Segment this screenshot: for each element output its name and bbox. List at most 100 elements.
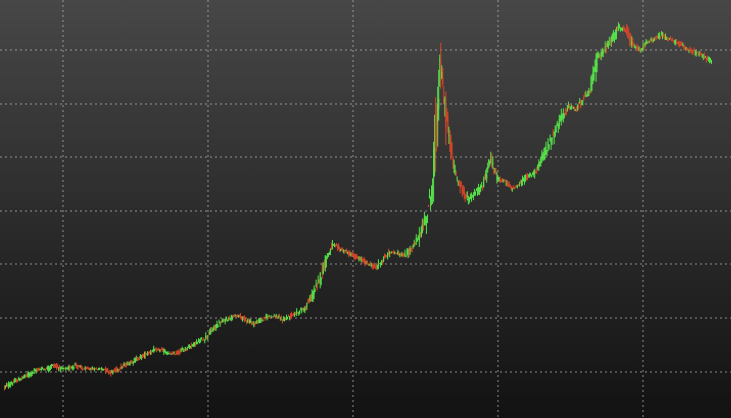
candle-body: [315, 283, 317, 287]
candle-body: [702, 55, 704, 58]
candle-body: [86, 367, 88, 369]
candle-body: [575, 109, 577, 111]
candle-body: [141, 355, 144, 358]
candle-body: [601, 51, 603, 56]
candle-body: [707, 57, 710, 60]
candle-body: [35, 370, 37, 372]
candle-body: [216, 324, 218, 328]
candle-body: [105, 367, 107, 372]
candle-body: [204, 339, 206, 342]
candle-body: [508, 184, 510, 187]
candle-body: [552, 134, 554, 136]
candle-body: [543, 153, 545, 160]
candle-body: [456, 177, 458, 180]
candle-body: [10, 384, 12, 386]
candle-body: [94, 368, 97, 370]
candle-body: [51, 364, 54, 366]
candle-body: [63, 368, 65, 370]
candle-body: [417, 235, 419, 237]
candle-body: [641, 49, 643, 51]
candle-body: [107, 368, 109, 370]
candle-body: [613, 34, 616, 38]
candle-body: [355, 255, 357, 258]
candle-body: [511, 187, 513, 191]
candle-body: [695, 52, 697, 55]
candle-body: [205, 335, 207, 339]
candle-body: [124, 364, 126, 367]
candle-body: [399, 253, 401, 255]
candle-body: [269, 317, 271, 319]
candle-body: [42, 368, 44, 370]
candle-body: [164, 351, 166, 353]
candle-body: [38, 368, 40, 370]
candle-body: [437, 104, 439, 122]
candle-body: [372, 265, 374, 267]
candle-body: [490, 158, 492, 162]
candle-body: [282, 318, 285, 321]
candle-body: [224, 319, 226, 323]
candle-body: [710, 61, 713, 63]
candle-body: [634, 46, 636, 49]
candle-body: [218, 322, 220, 324]
candle-body: [273, 315, 275, 317]
candle-body: [584, 95, 586, 97]
candle-body: [120, 366, 122, 369]
candle-body: [85, 367, 87, 369]
candle-body: [9, 384, 11, 387]
candle-body: [203, 339, 205, 341]
candle-body: [386, 256, 388, 258]
candle-body: [443, 99, 445, 104]
candle-body: [505, 182, 507, 184]
candle-body: [361, 259, 363, 262]
candle-body: [305, 306, 307, 308]
candle-body: [73, 367, 75, 369]
candle-body: [69, 367, 71, 369]
candle-body: [166, 353, 168, 355]
candle-body: [266, 316, 268, 319]
candle-body: [132, 362, 134, 364]
candle-body: [337, 246, 340, 248]
candle-body: [201, 338, 203, 340]
candle-body: [526, 175, 529, 179]
candle-body: [11, 383, 13, 385]
candle-body: [357, 258, 359, 260]
candle-body: [470, 195, 473, 200]
candle-body: [235, 316, 238, 318]
candle-body: [304, 308, 306, 311]
candle-body: [368, 264, 370, 266]
candle-body: [686, 48, 688, 50]
candle-body: [161, 348, 163, 350]
candle-body: [307, 302, 309, 304]
candle-body: [21, 377, 23, 379]
candle-body: [151, 352, 153, 354]
candle-body: [190, 344, 193, 347]
candle-body: [453, 162, 455, 164]
candle-body: [397, 251, 399, 254]
candle-body: [6, 384, 9, 387]
candle-body: [657, 35, 659, 37]
candle-body: [561, 115, 563, 118]
candle-body: [309, 296, 311, 300]
candle-body: [252, 321, 254, 324]
candle-body: [66, 367, 68, 369]
candle-body: [626, 30, 628, 34]
candle-body: [346, 251, 348, 253]
candle-body: [546, 151, 548, 153]
candle-body: [39, 369, 41, 371]
candle-body: [577, 104, 579, 109]
candle-body: [343, 250, 345, 252]
candle-body: [662, 34, 665, 38]
candle-body: [435, 131, 437, 143]
candle-body: [617, 24, 620, 31]
candle-body: [345, 250, 347, 252]
candle-body: [407, 251, 409, 255]
candle-body: [414, 242, 416, 245]
candle-body: [214, 325, 216, 328]
candle-body: [319, 273, 321, 284]
candle-body: [115, 369, 117, 371]
candle-body: [285, 317, 288, 319]
candle-body: [321, 269, 323, 273]
candle-body: [52, 364, 55, 367]
candle-body: [109, 371, 111, 373]
candle-body: [425, 219, 428, 224]
